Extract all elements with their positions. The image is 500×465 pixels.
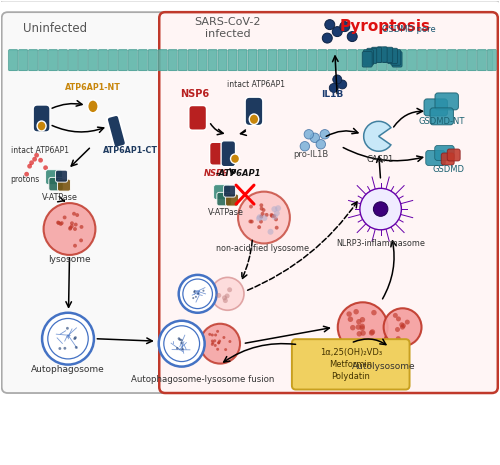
Circle shape <box>275 205 281 211</box>
FancyBboxPatch shape <box>362 52 372 67</box>
FancyBboxPatch shape <box>338 49 346 71</box>
Circle shape <box>325 20 335 30</box>
Circle shape <box>400 325 405 330</box>
Circle shape <box>56 221 60 225</box>
Circle shape <box>178 275 216 313</box>
FancyBboxPatch shape <box>56 170 68 182</box>
Circle shape <box>260 203 264 207</box>
FancyBboxPatch shape <box>108 49 118 71</box>
Circle shape <box>32 157 37 162</box>
Circle shape <box>213 339 216 342</box>
FancyBboxPatch shape <box>78 49 88 71</box>
FancyBboxPatch shape <box>367 48 376 64</box>
FancyBboxPatch shape <box>288 49 297 71</box>
Circle shape <box>44 203 96 255</box>
FancyBboxPatch shape <box>434 146 454 160</box>
Circle shape <box>211 277 244 310</box>
FancyBboxPatch shape <box>278 49 287 71</box>
FancyBboxPatch shape <box>388 49 396 71</box>
FancyBboxPatch shape <box>258 49 267 71</box>
Text: NSP6: NSP6 <box>180 89 210 100</box>
Circle shape <box>356 331 362 337</box>
Circle shape <box>257 225 261 229</box>
Circle shape <box>316 140 326 149</box>
Circle shape <box>370 329 375 335</box>
FancyBboxPatch shape <box>391 50 401 65</box>
Circle shape <box>268 229 274 235</box>
Circle shape <box>369 330 374 336</box>
Circle shape <box>70 224 73 228</box>
FancyBboxPatch shape <box>408 49 416 71</box>
Circle shape <box>259 219 263 224</box>
Circle shape <box>216 348 219 351</box>
Circle shape <box>66 327 69 330</box>
FancyBboxPatch shape <box>68 49 78 71</box>
Circle shape <box>400 322 404 327</box>
Circle shape <box>360 188 402 230</box>
Text: intact ATP6AP1: intact ATP6AP1 <box>10 146 68 155</box>
Text: V-ATPase: V-ATPase <box>42 193 78 202</box>
Circle shape <box>228 340 232 343</box>
Circle shape <box>238 192 290 244</box>
FancyBboxPatch shape <box>441 153 454 165</box>
FancyBboxPatch shape <box>292 339 410 390</box>
Circle shape <box>360 324 365 329</box>
Circle shape <box>348 317 353 322</box>
FancyBboxPatch shape <box>58 179 70 191</box>
Circle shape <box>374 202 388 216</box>
Text: non-acidified lysosome: non-acidified lysosome <box>216 245 309 253</box>
Circle shape <box>338 80 346 89</box>
FancyBboxPatch shape <box>368 49 376 71</box>
Circle shape <box>262 215 268 221</box>
Ellipse shape <box>230 154 239 164</box>
Circle shape <box>350 325 356 331</box>
Text: SARS-CoV-2
infected: SARS-CoV-2 infected <box>194 17 261 39</box>
Ellipse shape <box>88 100 98 113</box>
Circle shape <box>222 336 226 339</box>
Circle shape <box>76 213 79 217</box>
Text: Uninfected: Uninfected <box>24 21 88 34</box>
FancyBboxPatch shape <box>435 93 458 110</box>
Circle shape <box>216 330 219 333</box>
Circle shape <box>333 75 342 84</box>
Circle shape <box>270 213 274 217</box>
Text: Pyroptosis: Pyroptosis <box>339 19 430 34</box>
Circle shape <box>223 298 228 303</box>
Text: NLRP3-inflammasome: NLRP3-inflammasome <box>336 239 425 248</box>
Circle shape <box>249 205 253 208</box>
Circle shape <box>371 310 376 315</box>
Circle shape <box>38 158 43 163</box>
FancyBboxPatch shape <box>168 49 177 71</box>
Text: ATP6AP1-CT: ATP6AP1-CT <box>103 146 158 155</box>
Circle shape <box>262 208 266 212</box>
FancyBboxPatch shape <box>218 49 227 71</box>
Circle shape <box>212 341 214 344</box>
FancyBboxPatch shape <box>377 47 387 62</box>
Circle shape <box>59 222 62 226</box>
Circle shape <box>330 83 338 93</box>
FancyBboxPatch shape <box>148 49 158 71</box>
Circle shape <box>218 339 221 343</box>
Circle shape <box>70 221 74 225</box>
Circle shape <box>360 317 365 322</box>
Text: pro-IL1B: pro-IL1B <box>293 150 328 159</box>
Circle shape <box>24 172 29 177</box>
Circle shape <box>43 165 48 170</box>
Circle shape <box>260 212 264 216</box>
FancyBboxPatch shape <box>428 49 436 71</box>
FancyBboxPatch shape <box>448 49 456 71</box>
Circle shape <box>56 220 60 225</box>
Circle shape <box>181 348 184 351</box>
Circle shape <box>274 210 280 216</box>
Circle shape <box>29 160 34 165</box>
FancyBboxPatch shape <box>217 193 232 206</box>
Circle shape <box>176 347 178 350</box>
Circle shape <box>274 218 278 221</box>
Text: GSDMD pore: GSDMD pore <box>382 25 436 34</box>
FancyBboxPatch shape <box>372 47 382 63</box>
Circle shape <box>354 309 359 314</box>
Circle shape <box>62 215 66 219</box>
Circle shape <box>360 326 365 331</box>
FancyBboxPatch shape <box>388 48 398 64</box>
